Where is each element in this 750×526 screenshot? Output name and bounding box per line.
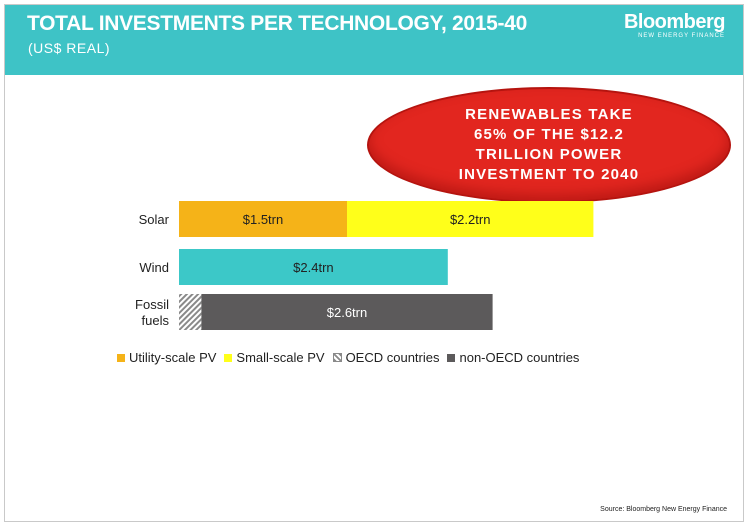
chart-legend: Utility-scale PV Small-scale PV OECD count…	[117, 350, 587, 365]
bar-segment-0-1	[347, 201, 594, 237]
legend-label-0: Utility-scale PV	[129, 350, 217, 365]
bar-segment-1-2	[179, 249, 448, 285]
data-label-0-1: $2.2trn	[450, 212, 490, 227]
legend-swatch-4	[447, 353, 456, 362]
brand-logo: Bloomberg NEW ENERGY FINANCE	[623, 11, 726, 40]
legend-swatch-1	[224, 353, 233, 362]
bar-segment-0-0	[179, 201, 347, 237]
legend-swatch-3	[332, 353, 342, 362]
category-label-2: Fossil	[135, 297, 169, 312]
data-label-1-2: $2.4trn	[293, 260, 333, 275]
data-label-0-0: $1.5trn	[243, 212, 283, 227]
callout-text: RENEWABLES TAKE 65% OF THE $12.2 TRILLIO…	[458, 106, 640, 183]
category-label-0: Solar	[139, 212, 170, 227]
callout-ellipse: RENEWABLES TAKE 65% OF THE $12.2 TRILLIO…	[367, 87, 731, 203]
bar-segment-2-4	[201, 294, 493, 330]
chart-subtitle: (US$ REAL)	[28, 40, 111, 56]
legend-item-4: non-OECD countries	[447, 350, 579, 365]
brand-subtitle: NEW ENERGY FINANCE	[638, 33, 725, 39]
category-label-1: Wind	[139, 260, 169, 275]
data-label-2-4: $2.6trn	[327, 305, 367, 320]
bar-segment-2-3	[179, 294, 202, 330]
chart-title: TOTAL INVESTMENTS PER TECHNOLOGY, 2015-4…	[27, 12, 527, 35]
title-banner: TOTAL INVESTMENTS PER TECHNOLOGY, 2015-4…	[5, 5, 743, 75]
legend-label-4: non-OECD countries	[459, 350, 580, 365]
legend-swatch-0	[117, 353, 125, 362]
legend-item-0: Utility-scale PV	[117, 350, 216, 365]
legend-label-1: Small-scale PV	[236, 350, 325, 365]
legend-item-3: OECD countries	[332, 350, 440, 365]
category-label-2: fuels	[142, 313, 170, 328]
legend-item-1: Small-scale PV	[224, 350, 325, 365]
slide: TOTAL INVESTMENTS PER TECHNOLOGY, 2015-4…	[4, 4, 744, 522]
source-note: Source: Bloomberg New Energy Finance	[600, 506, 727, 513]
brand-name: Bloomberg	[623, 11, 726, 33]
bar-chart: Solar $1.5trn $2.2trn Wind $2.4trn Fossilfuel…	[135, 201, 594, 330]
legend-label-3: OECD countries	[345, 350, 440, 365]
